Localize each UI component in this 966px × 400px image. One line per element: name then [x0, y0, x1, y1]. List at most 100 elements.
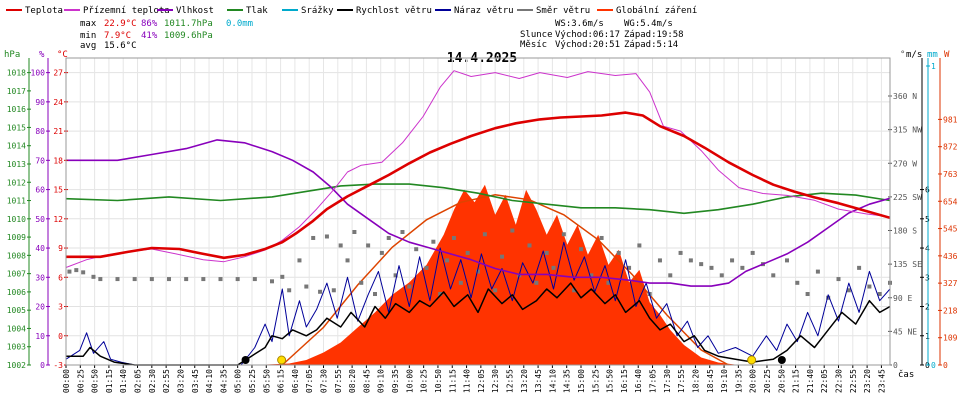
- hpa-axis-label: 1017: [7, 87, 26, 96]
- stat-max-hum: 86%: [141, 19, 158, 29]
- x-tick-label: 00:00: [62, 369, 71, 393]
- degc-axis-label: 15: [53, 186, 63, 195]
- stat-max-press: 1011.7hPa: [164, 19, 213, 29]
- wind-direction-point: [637, 243, 642, 248]
- rain-axis-label: 0: [931, 361, 936, 370]
- hpa-axis-label: 1003: [7, 343, 26, 352]
- x-tick-label: 09:10: [377, 369, 386, 393]
- moon-label: Měsíc: [520, 40, 547, 50]
- wind-direction-point: [668, 273, 673, 278]
- x-tick-label: 09:35: [391, 369, 400, 393]
- axes: 1018101710161015101410131012101110101009…: [7, 58, 958, 393]
- wind-direction-point: [688, 258, 693, 263]
- dir-axis-label: 360 N: [893, 92, 917, 101]
- wind-direction-point: [589, 273, 594, 278]
- pct-axis-label: 100: [31, 69, 46, 78]
- x-tick-label: 01:15: [105, 369, 114, 393]
- hpa-axis-label: 1012: [7, 178, 26, 187]
- x-tick-label: 16:15: [620, 369, 629, 393]
- wind-direction-point: [98, 277, 103, 282]
- stat-min-press: 1009.6hPa: [164, 31, 213, 41]
- wind-direction-point: [345, 258, 350, 263]
- hpa-axis-label: 1016: [7, 105, 26, 114]
- wind-direction-point: [836, 277, 841, 282]
- wind-direction-point: [465, 250, 470, 255]
- wind-direction-point: [458, 280, 463, 285]
- wind-direction-point: [414, 247, 419, 252]
- rad-axis-label: 545: [943, 225, 958, 234]
- wind-direction-point: [235, 277, 240, 282]
- wind-direction-point: [606, 280, 611, 285]
- dir-axis-label: 0: [893, 361, 898, 370]
- wind-direction-point: [730, 258, 735, 263]
- wind-direction-point: [74, 268, 79, 273]
- wind-direction-point: [386, 235, 391, 240]
- wind-direction-point: [795, 280, 800, 285]
- hpa-axis-label: 1018: [7, 69, 26, 78]
- series-pressure: [65, 183, 891, 215]
- wind-direction-point: [400, 229, 405, 234]
- x-tick-label: 12:55: [505, 369, 514, 393]
- x-tick-label: 00:50: [91, 369, 100, 393]
- pct-axis-label: 0: [40, 361, 45, 370]
- dir-axis-label: 315 NW: [893, 126, 922, 135]
- wind-direction-point: [379, 250, 384, 255]
- x-tick-label: 15:50: [606, 369, 615, 393]
- legend-label: Směr větru: [536, 6, 590, 16]
- sun-moon-markers: [241, 355, 786, 365]
- stat-max-temp: 22.9°C: [104, 19, 137, 29]
- axis-title-pct: %: [39, 50, 45, 60]
- hpa-axis-label: 1006: [7, 288, 26, 297]
- dir-axis-label: 180 S: [893, 227, 917, 236]
- wind-direction-point: [678, 250, 683, 255]
- moonrise-marker: [777, 356, 786, 364]
- wind-direction-point: [627, 265, 632, 270]
- stat-max-label: max: [80, 19, 97, 29]
- x-tick-label: 04:10: [205, 369, 214, 393]
- wind-direction-point: [709, 265, 714, 270]
- hpa-axis-label: 1015: [7, 123, 26, 132]
- wind-direction-layer: [67, 228, 892, 300]
- hpa-axis-label: 1004: [7, 324, 26, 333]
- hpa-axis-label: 1008: [7, 251, 26, 260]
- dir-axis-label: 135 SE: [893, 260, 922, 269]
- x-tick-label: 17:05: [649, 369, 658, 393]
- x-tick-label: 17:30: [663, 369, 672, 393]
- rad-axis-label: 327: [943, 279, 958, 288]
- degc-axis-label: 24: [53, 98, 63, 107]
- x-tick-label: 10:50: [434, 369, 443, 393]
- pct-axis-label: 70: [35, 156, 45, 165]
- wind-direction-point: [877, 292, 882, 297]
- x-tick-label: 18:20: [691, 369, 700, 393]
- sun-label: Slunce: [520, 30, 553, 40]
- x-tick-label: 22:55: [849, 369, 858, 393]
- wind-direction-point: [201, 277, 206, 282]
- wind-direction-point: [527, 243, 532, 248]
- x-tick-label: 02:55: [162, 369, 171, 393]
- x-tick-label: 23:45: [877, 369, 886, 393]
- pct-axis-label: 50: [35, 215, 45, 224]
- wind-direction-point: [579, 247, 583, 252]
- legend-label: Globální záření: [616, 6, 697, 16]
- wind-direction-point: [699, 262, 704, 267]
- x-tick-label: 21:40: [806, 369, 815, 393]
- series-temperature: [66, 111, 891, 260]
- wind-direction-point: [805, 292, 810, 297]
- info-block: WS:3.6m/s WG:5.4m/s Slunce Východ:06:17 …: [520, 19, 684, 50]
- hpa-axis-label: 1007: [7, 270, 26, 279]
- x-tick-label: 00:25: [76, 369, 85, 393]
- wind-direction-point: [331, 288, 336, 293]
- degc-axis-label: 9: [58, 244, 63, 253]
- stat-min-temp: 7.9°C: [104, 31, 131, 41]
- wind-direction-point: [91, 274, 96, 279]
- wind-direction-point: [132, 277, 137, 282]
- sunset-marker: [747, 355, 757, 365]
- x-tick-label: 06:15: [277, 369, 286, 393]
- rad-axis-label: 0: [943, 361, 948, 370]
- x-tick-label: 10:25: [420, 369, 429, 393]
- wind-direction-point: [445, 258, 450, 263]
- x-tick-label: 13:20: [520, 369, 529, 393]
- wind-direction-point: [359, 280, 364, 285]
- sun-rise: Východ:06:17: [555, 30, 620, 40]
- wind-direction-point: [815, 269, 820, 274]
